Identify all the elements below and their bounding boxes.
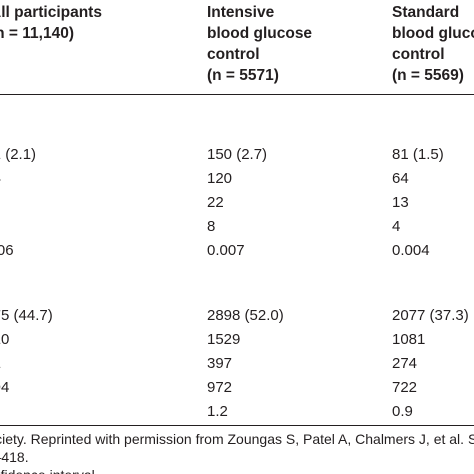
header-line: control bbox=[207, 46, 260, 63]
table-cell: 0.006 bbox=[0, 242, 14, 259]
header-standard-control: Standard blood glucose control (n = 5569… bbox=[392, 2, 474, 86]
table-cell: 231 (2.1) bbox=[0, 146, 37, 163]
table-cell: 274 bbox=[392, 355, 418, 372]
header-line: blood glucose bbox=[207, 25, 313, 42]
header-line: Standard bbox=[392, 4, 460, 21]
header-intensive-control: Intensive blood glucose control (n = 557… bbox=[207, 2, 312, 86]
table-cell: 0.9 bbox=[392, 403, 413, 420]
table-cell: 64 bbox=[392, 170, 409, 187]
header-rule bbox=[0, 94, 474, 95]
table-cell: 4975 (44.7) bbox=[0, 307, 53, 324]
table-cell: 1529 bbox=[207, 331, 241, 348]
table-cell: 81 (1.5) bbox=[392, 146, 444, 163]
header-line: (n = 5569) bbox=[392, 67, 464, 84]
table-cell: 4 bbox=[392, 218, 401, 235]
table-cell: 2898 (52.0) bbox=[207, 307, 284, 324]
table-cell: 13 bbox=[392, 194, 409, 211]
table-cell: 0.004 bbox=[392, 242, 430, 259]
footnote-line: confidence interval. bbox=[0, 466, 99, 474]
table-cell: 722 bbox=[392, 379, 418, 396]
footnote-line: Society. Reprinted with permission from … bbox=[0, 431, 474, 447]
table-cell: 1081 bbox=[392, 331, 426, 348]
table-cell: 22 bbox=[207, 194, 224, 211]
table-cell: 0.007 bbox=[207, 242, 245, 259]
header-line: blood glucose bbox=[392, 25, 474, 42]
table-cell: 1.2 bbox=[207, 403, 228, 420]
header-line: control bbox=[392, 46, 445, 63]
header-line: Intensive bbox=[207, 4, 275, 21]
header-line: (n = 11,140) bbox=[0, 25, 75, 42]
table-cell: 671 bbox=[0, 355, 1, 373]
table-cell: 184 bbox=[0, 170, 1, 188]
header-line: (n = 5571) bbox=[207, 67, 279, 84]
table-cell: 1694 bbox=[0, 379, 10, 396]
table-cell: 2610 bbox=[0, 331, 10, 348]
footnote-line: 10–418. bbox=[0, 449, 29, 465]
table-cell: 150 (2.7) bbox=[207, 146, 268, 163]
table-cell: 2077 (37.3) bbox=[392, 307, 469, 324]
bottom-rule bbox=[0, 425, 474, 426]
table-cell: 120 bbox=[207, 170, 233, 187]
table-cell: 397 bbox=[207, 355, 233, 372]
table-cell: 8 bbox=[207, 218, 216, 235]
header-line: All participants bbox=[0, 4, 102, 21]
table-cell: 972 bbox=[207, 379, 233, 396]
header-all-participants: All participants (n = 11,140) bbox=[0, 2, 102, 44]
